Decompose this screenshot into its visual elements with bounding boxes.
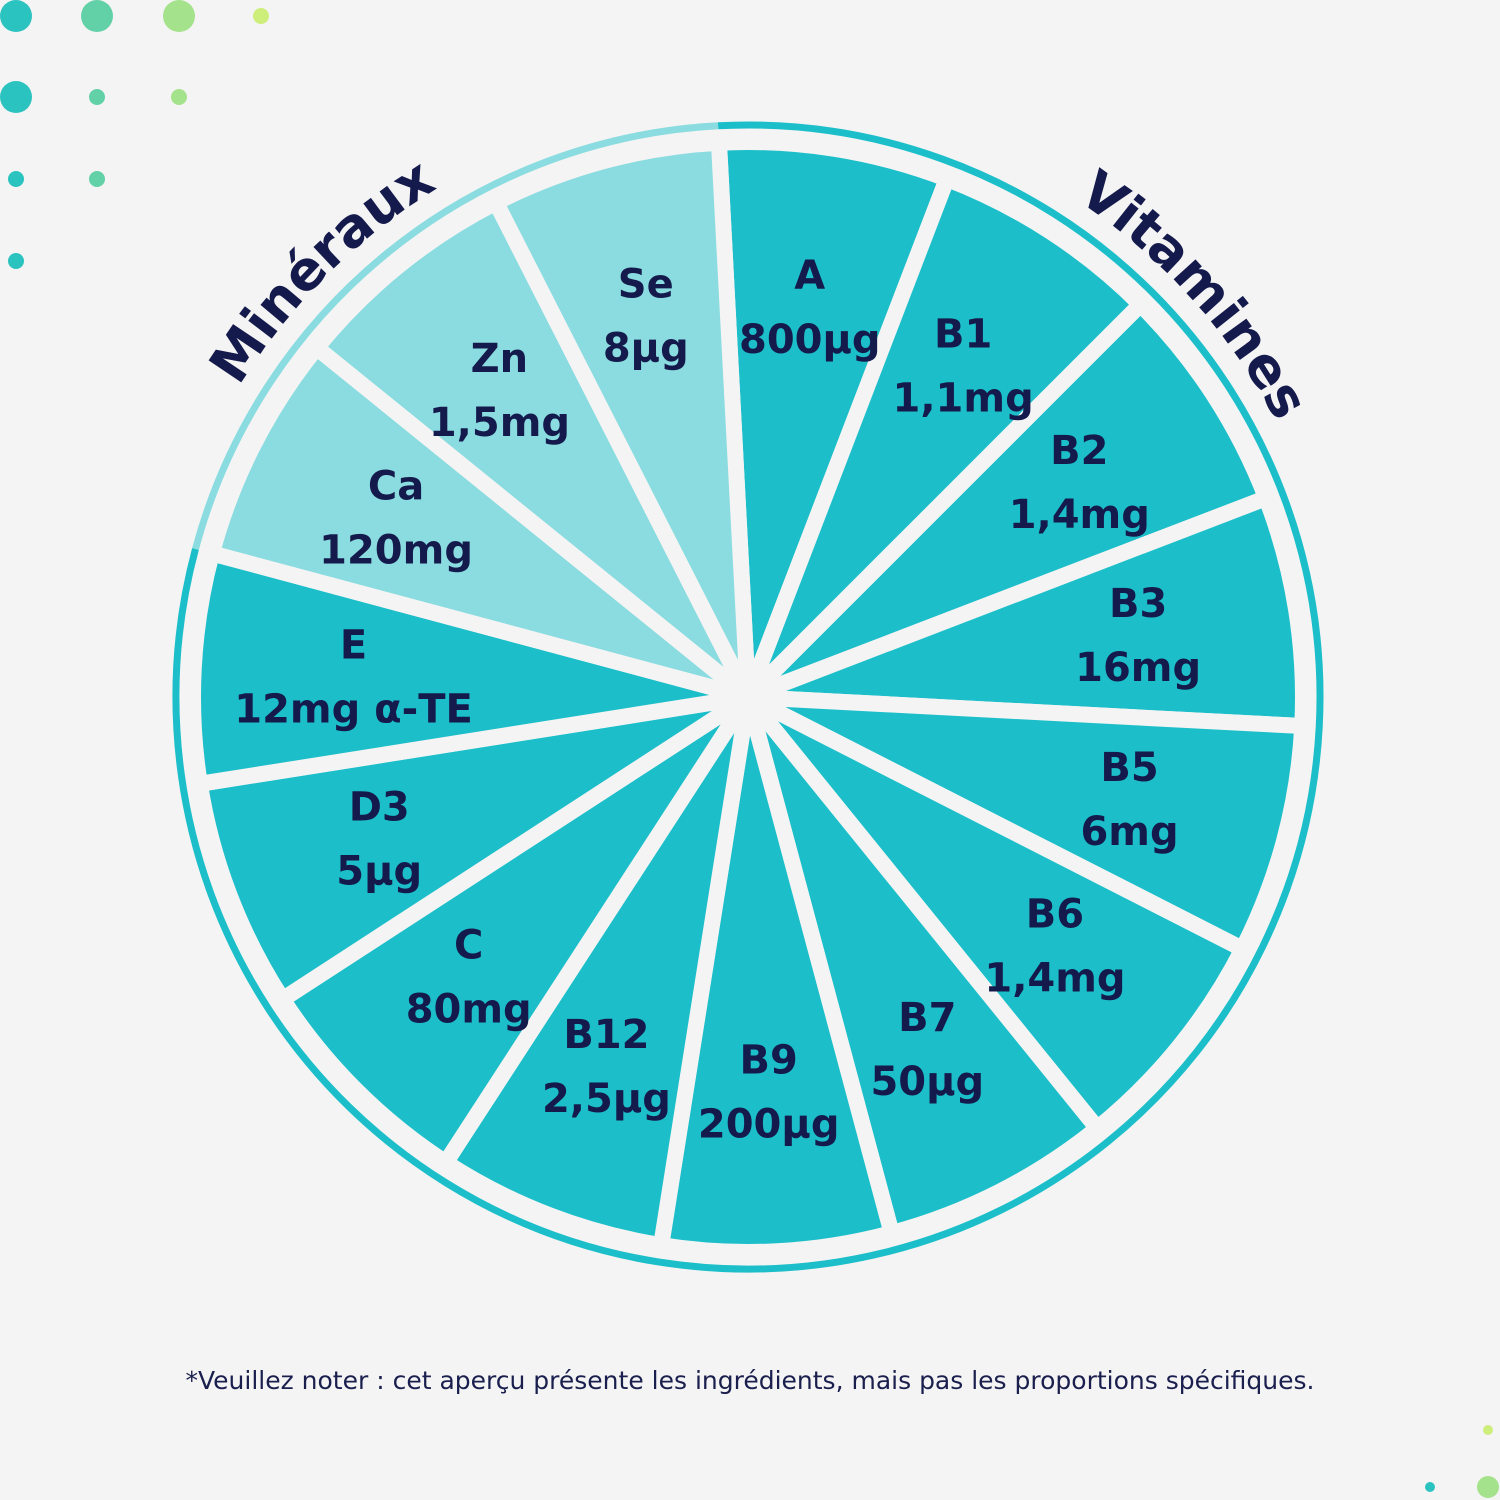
segment-name-c: C xyxy=(454,922,483,968)
decor-dot xyxy=(89,171,105,187)
segment-name-b3: B3 xyxy=(1109,581,1167,627)
wheel-hub xyxy=(720,669,776,725)
outer-ring xyxy=(172,121,1324,1273)
segment-name-b1: B1 xyxy=(934,312,992,358)
segment-name-d3: D3 xyxy=(349,785,410,831)
segment-amount-b3: 16mg xyxy=(1075,645,1201,691)
segment-d3 xyxy=(191,689,756,1008)
decor-dot xyxy=(163,0,195,32)
decor-dot xyxy=(253,8,269,24)
segment-b3 xyxy=(740,490,1311,735)
segment-amount-b9: 200µg xyxy=(698,1101,840,1147)
segment-zn xyxy=(308,194,756,705)
footnote: *Veuillez noter : cet aperçu présente le… xyxy=(185,1366,1315,1395)
segment-name-b2: B2 xyxy=(1050,428,1108,474)
segment-amount-b12: 2,5µg xyxy=(542,1076,671,1122)
segment-amount-b1: 1,1mg xyxy=(893,376,1034,422)
segment-name-b5: B5 xyxy=(1100,745,1158,791)
decor-dot xyxy=(1483,1425,1493,1435)
segment-amount-se: 8µg xyxy=(603,325,689,371)
segment-amount-zn: 1,5mg xyxy=(429,400,570,446)
decor-dot xyxy=(1477,1476,1499,1498)
decor-dot xyxy=(0,0,32,32)
segment-name-b9: B9 xyxy=(740,1037,798,1083)
segment-b7 xyxy=(740,689,1106,1242)
decor-dot xyxy=(171,89,187,105)
vitamins-ring-arc xyxy=(172,121,1324,1273)
segment-name-ca: Ca xyxy=(368,464,424,510)
segment-labels: A 800µg B1 1,1mg B2 1,4mg B3 16mg B5 6mg B6 1,4mg B7… xyxy=(234,253,1201,1148)
segment-b1 xyxy=(740,170,1149,705)
segment-se xyxy=(488,134,756,705)
minerals-ring-arc xyxy=(192,122,719,550)
segment-name-zn: Zn xyxy=(471,336,528,382)
segment-name-se: Se xyxy=(618,261,674,307)
decor-dot xyxy=(8,171,24,187)
segment-amount-b7: 50µg xyxy=(870,1059,984,1105)
segment-e xyxy=(185,545,756,792)
segment-b2 xyxy=(740,296,1275,705)
segment-amount-e: 12mg α-TE xyxy=(234,686,473,732)
segment-amount-c: 80mg xyxy=(406,986,532,1032)
segment-name-b6: B6 xyxy=(1026,892,1084,938)
decor-dot xyxy=(1425,1482,1435,1492)
segment-amount-ca: 120mg xyxy=(319,528,473,574)
segment-b6 xyxy=(740,689,1251,1137)
segment-c xyxy=(274,689,756,1171)
decor-dot xyxy=(81,0,113,32)
segment-amount-d3: 5µg xyxy=(336,849,422,895)
segment-b9 xyxy=(653,689,900,1260)
segment-name-a: A xyxy=(794,253,825,299)
segment-name-b12: B12 xyxy=(563,1012,649,1058)
decor-dot xyxy=(8,253,24,269)
segment-amount-b5: 6mg xyxy=(1080,809,1178,855)
segments xyxy=(185,134,1311,1260)
segment-name-b7: B7 xyxy=(898,995,956,1041)
segment-amount-b6: 1,4mg xyxy=(984,956,1125,1002)
segment-a xyxy=(710,134,955,705)
segment-amount-b2: 1,4mg xyxy=(1009,492,1150,538)
decor-dot xyxy=(89,89,105,105)
segment-b12 xyxy=(437,689,756,1254)
segment-ca xyxy=(203,339,756,705)
segment-amount-a: 800µg xyxy=(739,317,881,363)
segment-name-e: E xyxy=(340,622,367,668)
decor-dot xyxy=(0,81,32,113)
